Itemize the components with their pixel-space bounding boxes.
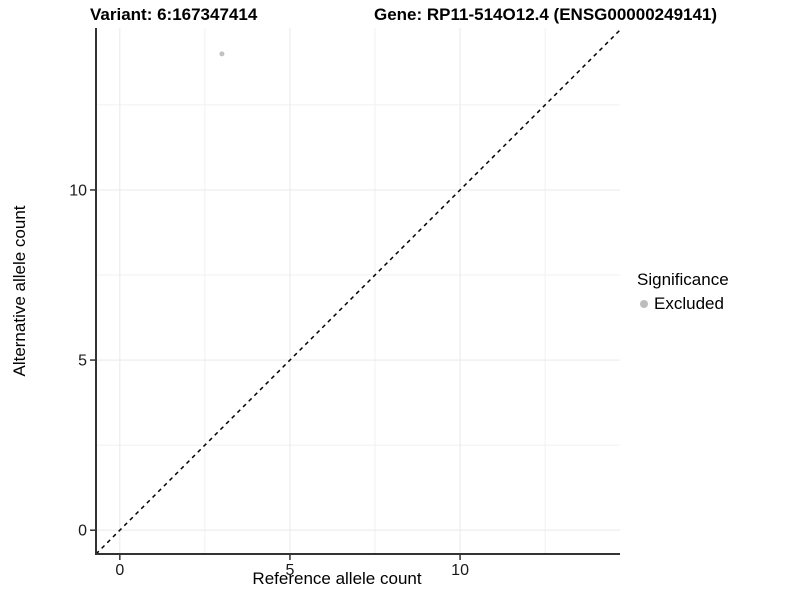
legend: Significance Excluded bbox=[635, 270, 729, 314]
variant-title: Variant: 6:167347414 bbox=[90, 5, 258, 24]
legend-title: Significance bbox=[637, 270, 729, 289]
y-tick-label: 10 bbox=[69, 182, 87, 199]
x-tick-label: 5 bbox=[285, 562, 294, 579]
x-axis-title: Reference allele count bbox=[252, 569, 422, 588]
identity-line bbox=[95, 29, 621, 555]
legend-entry-excluded: Excluded bbox=[635, 294, 729, 314]
gene-title: Gene: RP11-514O12.4 (ENSG00000249141) bbox=[374, 5, 718, 24]
legend-entry-label: Excluded bbox=[654, 294, 724, 313]
y-tick-label: 5 bbox=[78, 353, 87, 370]
x-tick-label: 0 bbox=[115, 562, 124, 579]
x-tick-label: 10 bbox=[451, 562, 469, 579]
excluded-point-icon bbox=[640, 300, 648, 308]
y-tick-label: 0 bbox=[78, 523, 87, 540]
data-point-excluded bbox=[219, 51, 225, 57]
legend-key bbox=[635, 295, 653, 313]
